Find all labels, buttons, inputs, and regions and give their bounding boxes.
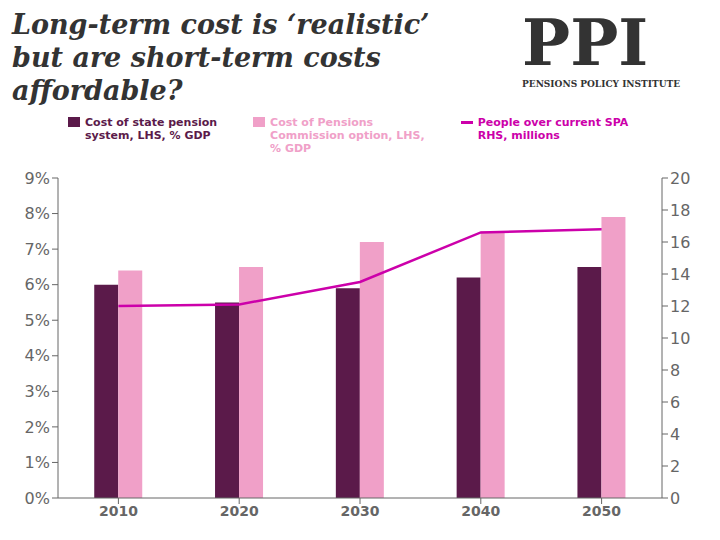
svg-text:7%: 7% — [25, 240, 50, 259]
svg-text:2050: 2050 — [582, 503, 621, 519]
svg-text:14: 14 — [670, 265, 690, 284]
svg-text:2040: 2040 — [461, 503, 500, 519]
svg-text:3%: 3% — [25, 382, 50, 401]
html-text:Long-term cost is ‘realistic’: Long-term cost is ‘realistic’ — [12, 9, 430, 40]
html-text:People over current SPA: People over current SPA — [477, 116, 629, 129]
svg-text:2%: 2% — [25, 418, 50, 437]
html-text:RHS, millions: RHS, millions — [477, 129, 560, 142]
svg-text:20: 20 — [670, 169, 690, 188]
svg-text:4%: 4% — [25, 346, 50, 365]
svg-text:9%: 9% — [25, 169, 50, 188]
svg-text:2020: 2020 — [220, 503, 259, 519]
svg-text:10: 10 — [670, 329, 690, 348]
html-text:Cost of state pension: Cost of state pension — [85, 116, 218, 129]
svg-text:1%: 1% — [25, 453, 50, 472]
html-text:PENSIONS POLICY INSTITUTE: PENSIONS POLICY INSTITUTE — [522, 79, 681, 89]
html-text:PPI: PPI — [522, 5, 649, 80]
svg-text:8: 8 — [670, 361, 680, 380]
html-text:% GDP: % GDP — [270, 142, 312, 155]
svg-text:0: 0 — [670, 489, 680, 508]
svg-text:2: 2 — [670, 457, 680, 476]
html-text:affordable?: affordable? — [12, 75, 183, 106]
svg-text:4: 4 — [670, 425, 680, 444]
svg-text:6: 6 — [670, 393, 680, 412]
svg-text:16: 16 — [670, 233, 690, 252]
html-text:but are short-term costs: but are short-term costs — [12, 42, 381, 73]
svg-text:2010: 2010 — [99, 503, 138, 519]
html-text:Cost of Pensions: Cost of Pensions — [270, 116, 374, 129]
svg-text:8%: 8% — [25, 204, 50, 223]
svg-text:6%: 6% — [25, 275, 50, 294]
html-text:system, LHS, % GDP: system, LHS, % GDP — [85, 129, 211, 142]
svg-text:18: 18 — [670, 201, 690, 220]
svg-text:5%: 5% — [25, 311, 50, 330]
svg-text:2030: 2030 — [341, 503, 380, 519]
svg-text:0%: 0% — [25, 489, 50, 508]
html-text:Commission option, LHS,: Commission option, LHS, — [270, 129, 425, 142]
svg-text:12: 12 — [670, 297, 690, 316]
